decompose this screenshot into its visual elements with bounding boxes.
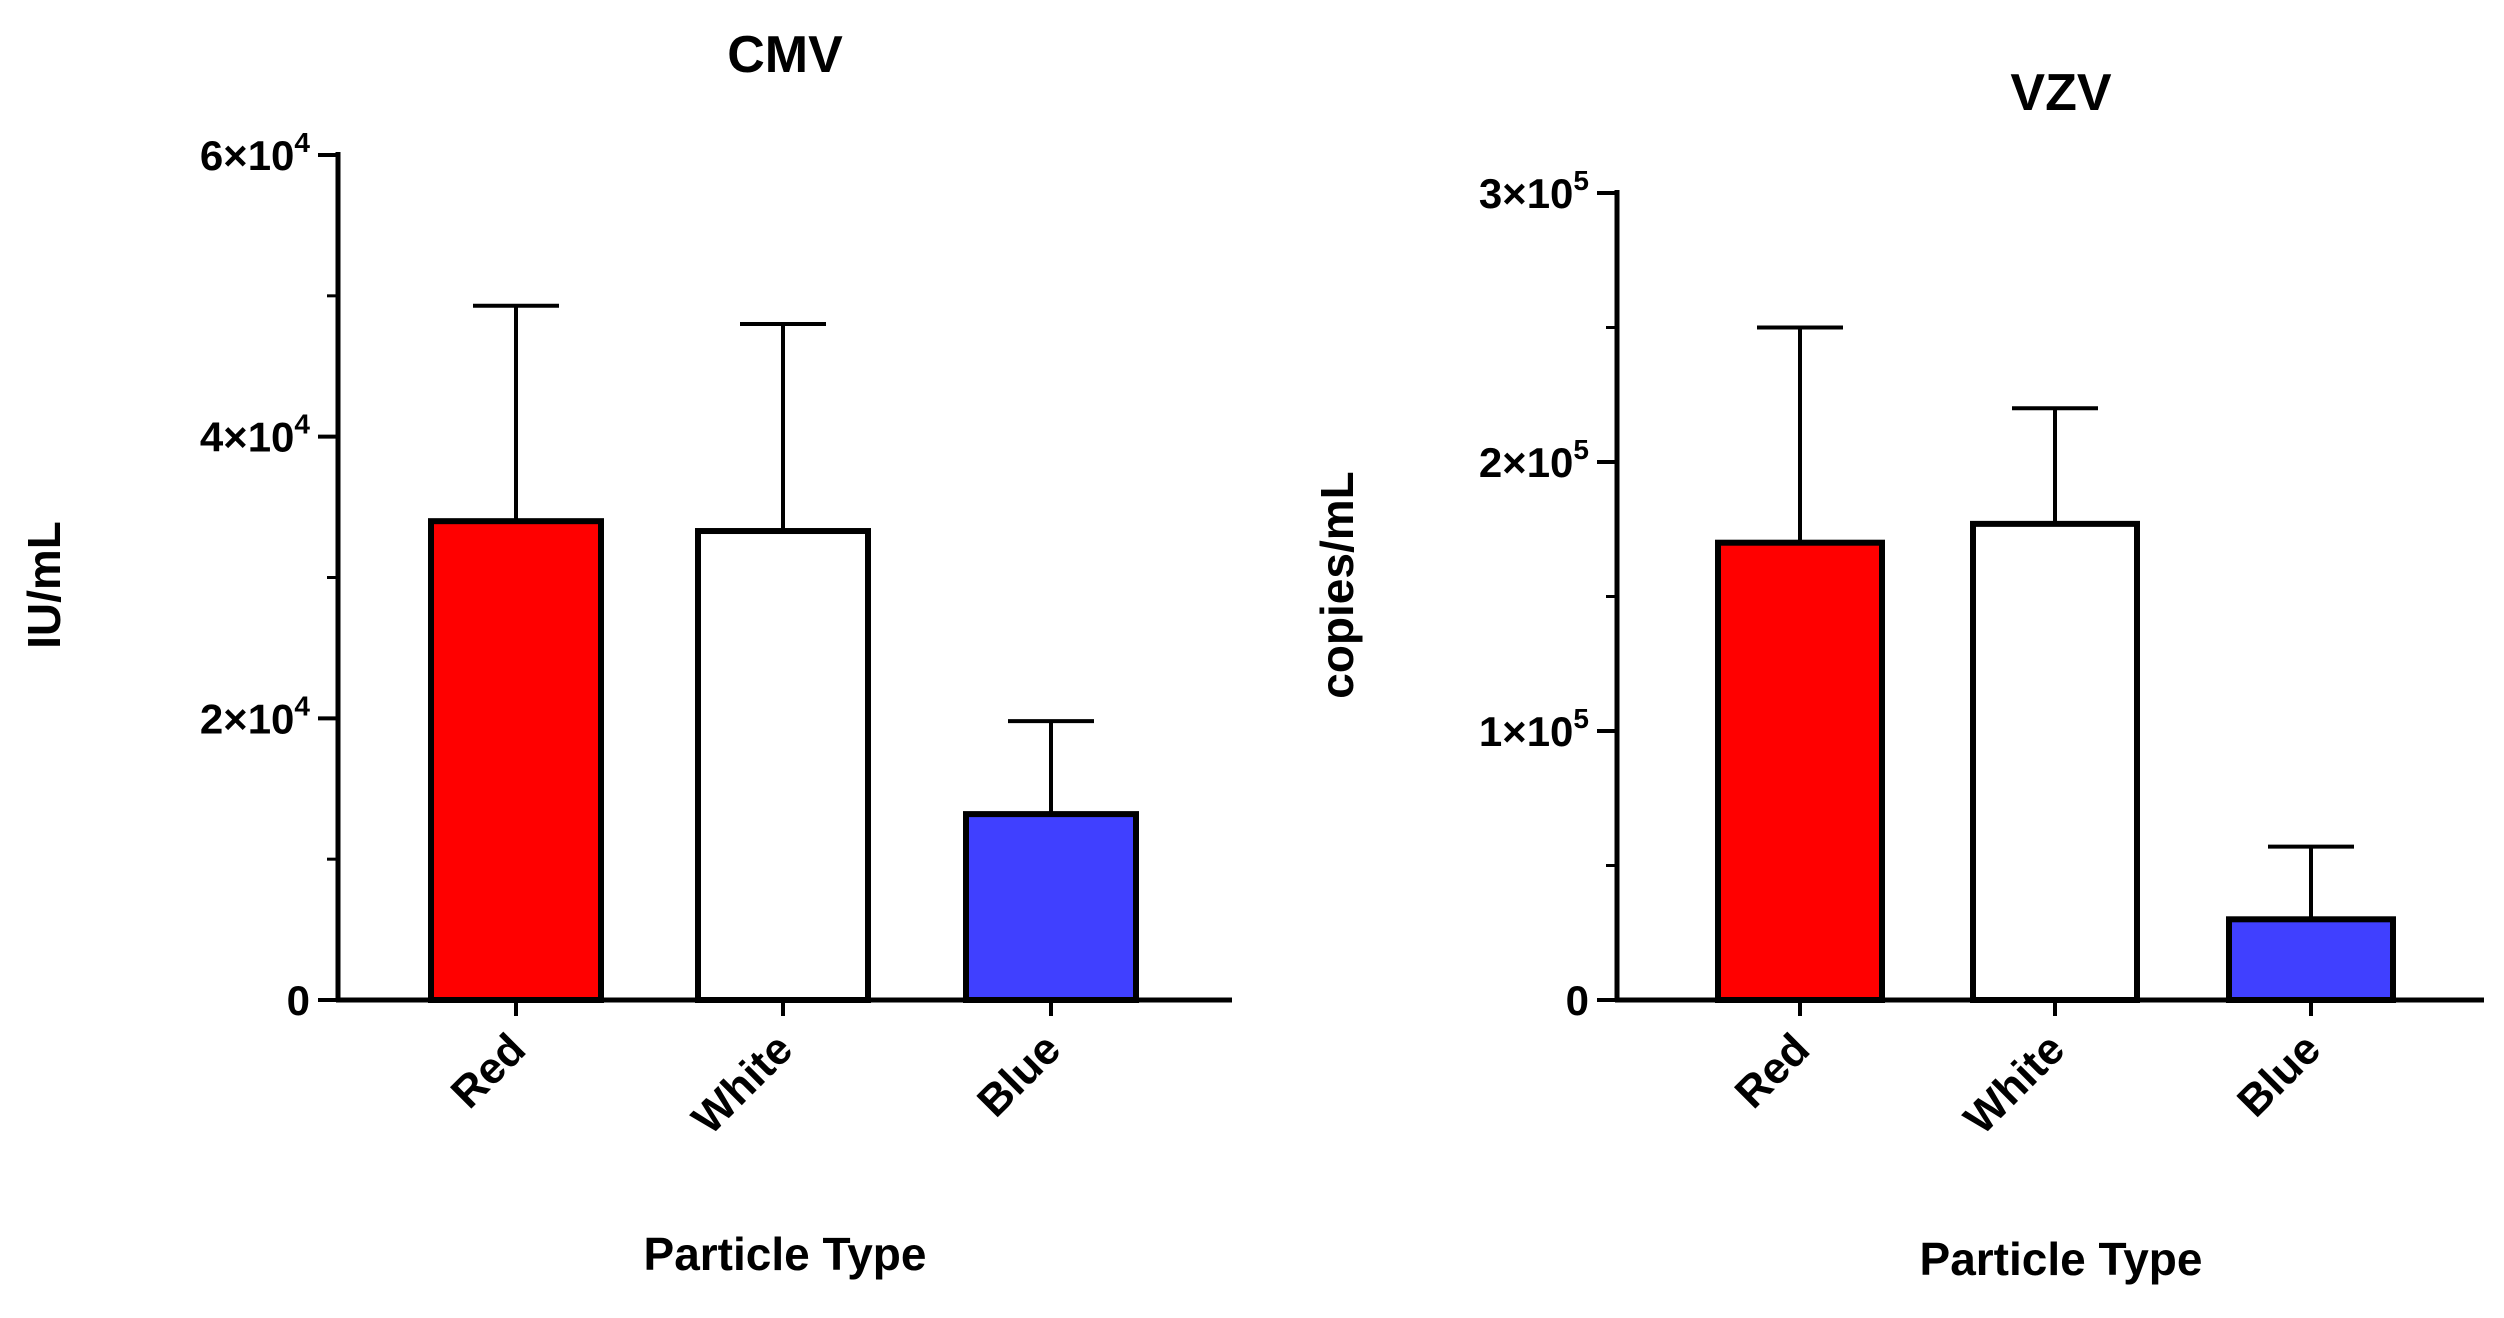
chart-1-y-tick-label-0: 0 bbox=[1566, 977, 1589, 1024]
chart-0-bar-white bbox=[695, 528, 871, 1004]
chart-0-y-tick-label-1: 2×104 bbox=[200, 690, 311, 742]
chart-1-bar-blue bbox=[2226, 916, 2396, 1003]
chart-0-category-label-white: White bbox=[683, 1024, 802, 1143]
cmv-chart-panel: CMV IU/mL Particle Type Red White Blue 0 2×104 4… bbox=[18, 26, 1232, 1280]
chart-0-bar-red bbox=[428, 518, 604, 1004]
chart-0-category-label-red: Red bbox=[442, 1024, 535, 1117]
chart-0-category-label-blue: Blue bbox=[968, 1024, 1070, 1126]
chart-0-y-axis-label: IU/mL bbox=[18, 521, 70, 649]
chart-1-category-label-red: Red bbox=[1726, 1024, 1819, 1117]
chart-1-y-axis-label: copies/mL bbox=[1311, 471, 1363, 699]
chart-1-bar-white bbox=[1970, 520, 2140, 1003]
chart-0-y-tick-label-2: 4×104 bbox=[200, 409, 311, 461]
chart-0-y-tick-label-3: 6×104 bbox=[200, 127, 311, 179]
chart-1-y-tick-label-1: 1×105 bbox=[1479, 703, 1589, 755]
vzv-chart-panel: VZV copies/mL Particle Type Red White Blue 0 1×… bbox=[1311, 64, 2484, 1285]
chart-1-category-label-white: White bbox=[1955, 1024, 2074, 1143]
chart-1-category-label-blue: Blue bbox=[2228, 1024, 2330, 1126]
chart-1-bar-red bbox=[1715, 539, 1885, 1003]
chart-0-title: CMV bbox=[727, 26, 843, 84]
chart-0-bar-blue bbox=[963, 811, 1139, 1003]
chart-1-y-tick-label-2: 2×105 bbox=[1479, 434, 1589, 486]
chart-1-title: VZV bbox=[2010, 64, 2111, 122]
chart-0-y-tick-label-0: 0 bbox=[287, 977, 310, 1024]
chart-1-x-axis-label: Particle Type bbox=[1920, 1233, 2203, 1285]
chart-0-x-axis-label: Particle Type bbox=[644, 1228, 927, 1280]
chart-1-y-tick-label-3: 3×105 bbox=[1479, 165, 1589, 217]
